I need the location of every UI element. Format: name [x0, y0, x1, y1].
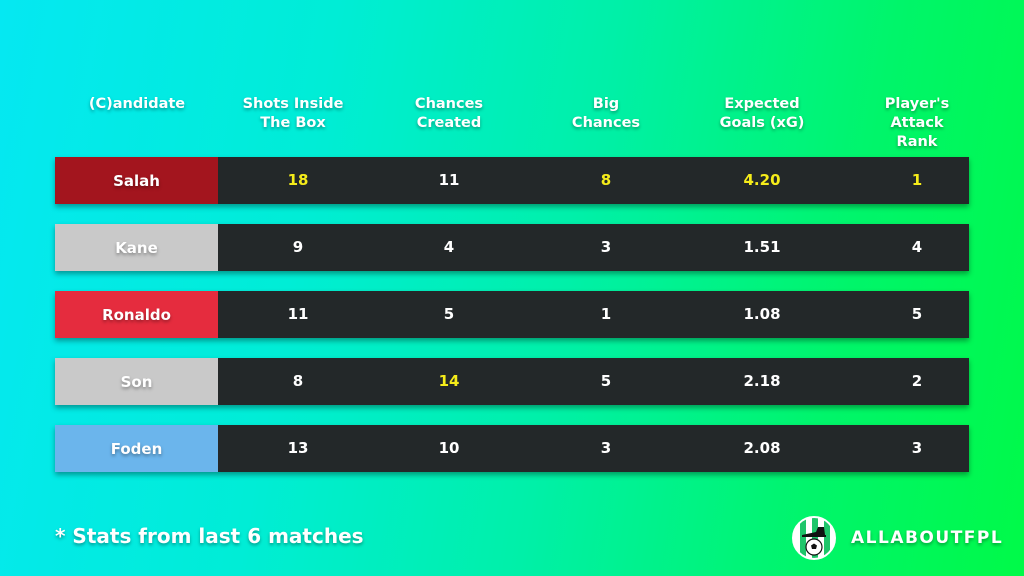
cell-attack-rank: 5 [911, 305, 923, 323]
cell-xg: 2.18 [743, 372, 781, 390]
player-name: Ronaldo [102, 305, 171, 324]
cell-chances-created: 14 [438, 372, 460, 390]
cell-attack-rank: 3 [911, 439, 923, 457]
cell-xg: 1.51 [743, 238, 781, 256]
cell-xg: 2.08 [743, 439, 781, 457]
cell-attack-rank: 4 [911, 238, 923, 256]
player-name-cell: Salah [55, 157, 218, 204]
cell-chances-created: 5 [443, 305, 455, 323]
cell-big-chances: 5 [600, 372, 612, 390]
player-name: Kane [115, 238, 158, 257]
cell-shots-inside-box: 8 [292, 372, 304, 390]
cell-shots-inside-box: 9 [292, 238, 304, 256]
cell-big-chances: 3 [600, 439, 612, 457]
header-candidate: (C)andidate [88, 96, 186, 112]
table-row: Foden 13 10 3 2.08 3 [55, 425, 969, 472]
table-header: (C)andidate Shots Inside The Box Chances… [55, 95, 969, 150]
boot-and-football-logo-icon [792, 516, 836, 560]
cell-xg: 4.20 [743, 171, 781, 189]
table-row: Kane 9 4 3 1.51 4 [55, 224, 969, 271]
cell-big-chances: 3 [600, 238, 612, 256]
cell-attack-rank: 2 [911, 372, 923, 390]
player-name: Salah [113, 171, 160, 190]
cell-shots-inside-box: 18 [287, 171, 309, 189]
table-row: Salah 18 11 8 4.20 1 [55, 157, 969, 204]
player-name-cell: Kane [55, 224, 218, 271]
cell-chances-created: 4 [443, 238, 455, 256]
player-name-cell: Son [55, 358, 218, 405]
cell-attack-rank: 1 [911, 171, 923, 189]
header-expected-goals: Expected Goals (xG) [719, 96, 805, 131]
player-name: Foden [110, 439, 163, 458]
cell-shots-inside-box: 11 [287, 305, 309, 323]
table-row: Ronaldo 11 5 1 1.08 5 [55, 291, 969, 338]
cell-chances-created: 11 [438, 171, 460, 189]
cell-xg: 1.08 [743, 305, 781, 323]
brand-name: ALLABOUTFPL [851, 528, 1004, 548]
cell-shots-inside-box: 13 [287, 439, 309, 457]
header-shots-inside-box: Shots Inside The Box [242, 96, 344, 131]
player-name-cell: Ronaldo [55, 291, 218, 338]
cell-chances-created: 10 [438, 439, 460, 457]
player-name: Son [120, 372, 153, 391]
header-chances-created: Chances Created [414, 96, 484, 131]
player-name-cell: Foden [55, 425, 218, 472]
cell-big-chances: 8 [600, 171, 612, 189]
brand: ALLABOUTFPL [792, 516, 1003, 560]
cell-big-chances: 1 [600, 305, 612, 323]
header-attack-rank: Player's Attack Rank [884, 96, 950, 150]
footnote: * Stats from last 6 matches [55, 524, 364, 548]
table-row: Son 8 14 5 2.18 2 [55, 358, 969, 405]
header-big-chances: Big Chances [571, 96, 641, 131]
